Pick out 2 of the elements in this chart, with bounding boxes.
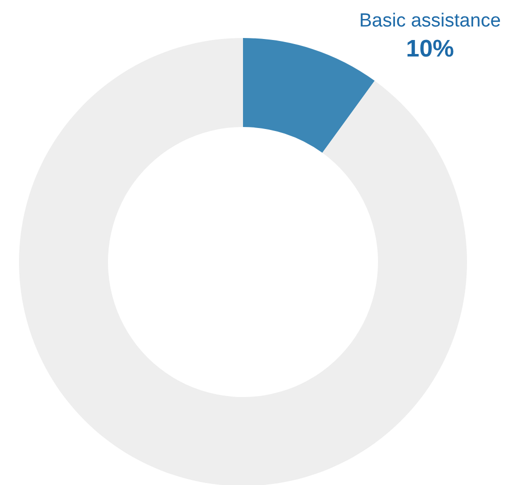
slice-label: Basic assistance	[359, 10, 501, 32]
data-label: 10%	[406, 36, 454, 62]
